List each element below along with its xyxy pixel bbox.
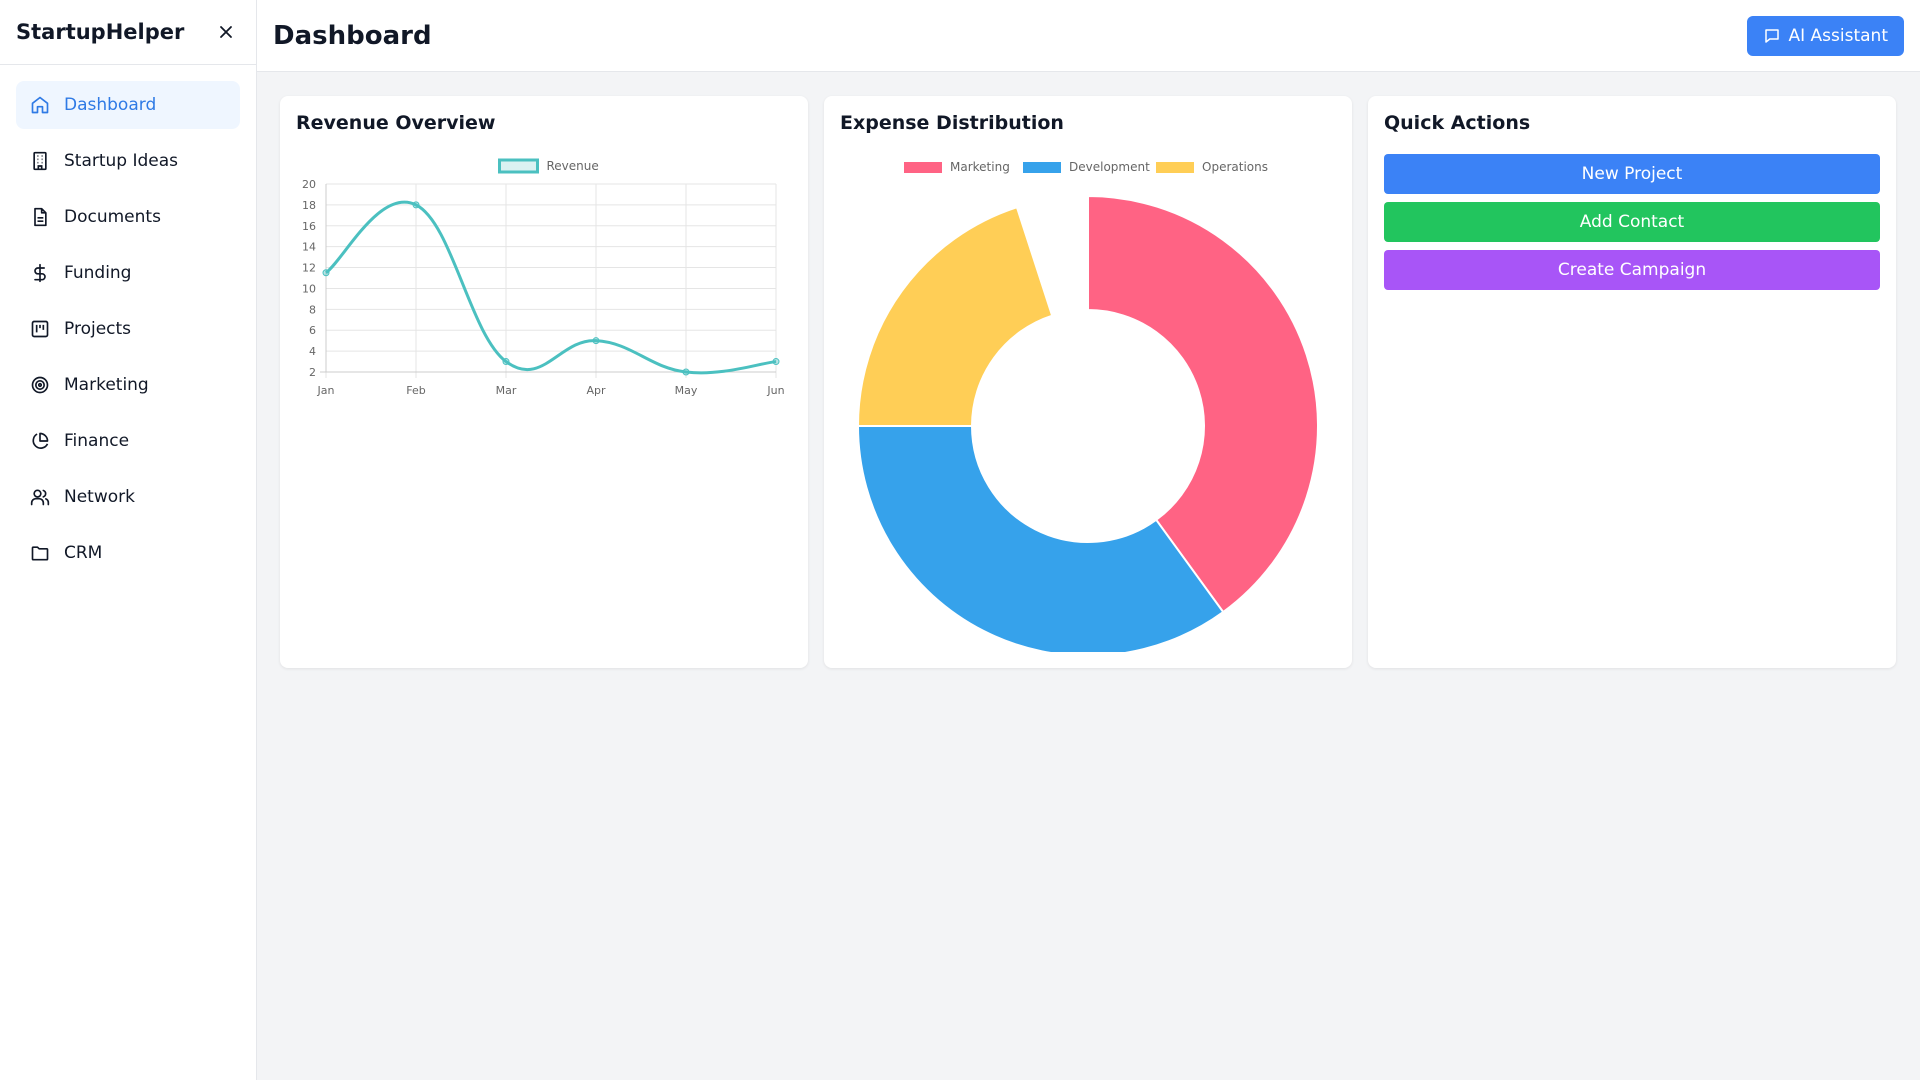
document-icon — [28, 205, 52, 229]
revenue-card-title: Revenue Overview — [296, 112, 496, 134]
sidebar-item-label: Dashboard — [64, 95, 157, 115]
brand-name: StartupHelper — [16, 20, 185, 44]
y-tick-label: 8 — [309, 303, 316, 316]
data-point — [412, 201, 420, 209]
x-tick-label: Mar — [496, 384, 517, 397]
legend-swatch-marketing — [904, 162, 942, 173]
x-tick-label: Jan — [317, 384, 335, 397]
y-tick-label: 18 — [302, 199, 316, 212]
y-tick-label: 20 — [302, 178, 316, 191]
dollar-icon — [28, 261, 52, 285]
pie-chart-icon — [28, 429, 52, 453]
sidebar-item-label: Marketing — [64, 375, 149, 395]
y-tick-label: 16 — [302, 220, 316, 233]
sidebar-item-label: Finance — [64, 431, 130, 451]
sidebar: StartupHelper Dashboard Startup Ideas Do… — [0, 0, 257, 1080]
legend-label-marketing: Marketing — [950, 160, 1010, 174]
page-title: Dashboard — [273, 20, 432, 51]
new-project-button[interactable]: New Project — [1384, 154, 1880, 194]
y-tick-label: 6 — [309, 324, 316, 337]
sidebar-item-label: Network — [64, 487, 135, 507]
sidebar-item-label: CRM — [64, 543, 103, 563]
create-campaign-button[interactable]: Create Campaign — [1384, 250, 1880, 290]
x-tick-label: Apr — [586, 384, 606, 397]
sidebar-item-label: Documents — [64, 207, 161, 227]
y-tick-label: 4 — [309, 345, 316, 358]
sidebar-item-crm[interactable]: CRM — [16, 529, 240, 577]
sidebar-item-dashboard[interactable]: Dashboard — [16, 81, 240, 129]
legend-label-revenue: Revenue — [547, 159, 599, 173]
data-point — [502, 358, 510, 366]
series-line-revenue — [325, 200, 777, 375]
users-icon — [28, 485, 52, 509]
data-point — [322, 269, 330, 277]
slice-marketing — [1087, 194, 1319, 614]
sidebar-item-label: Projects — [64, 319, 132, 339]
sidebar-item-projects[interactable]: Projects — [16, 305, 240, 353]
kanban-icon — [28, 317, 52, 341]
target-icon — [28, 373, 52, 397]
close-icon[interactable] — [212, 18, 240, 46]
quick-actions-card: Quick Actions New Project Add Contact Cr… — [1368, 96, 1896, 668]
chat-icon — [1764, 28, 1779, 43]
sidebar-item-finance[interactable]: Finance — [16, 417, 240, 465]
sidebar-item-label: Startup Ideas — [64, 151, 179, 171]
top-bar: Dashboard AI Assistant — [257, 0, 1920, 72]
home-icon — [28, 93, 52, 117]
data-point — [772, 358, 780, 366]
building-icon — [28, 149, 52, 173]
expense-donut-chart: Marketing Development Operations — [856, 160, 1319, 652]
slice-operations — [856, 205, 1054, 427]
sidebar-header: StartupHelper — [0, 0, 256, 65]
y-tick-label: 2 — [309, 366, 316, 379]
data-point — [682, 368, 690, 376]
legend-swatch-development — [1023, 162, 1061, 173]
data-point — [592, 337, 600, 345]
x-tick-label: May — [675, 384, 698, 397]
revenue-card: Revenue Overview Revenue 2 4 6 8 10 12 14 16 18 20… — [280, 96, 808, 668]
sidebar-item-label: Funding — [64, 263, 132, 283]
expense-card: Expense Distribution Marketing Developmen… — [824, 96, 1352, 668]
legend-swatch-revenue — [498, 158, 539, 174]
expense-card-title: Expense Distribution — [840, 112, 1064, 134]
x-tick-label: Feb — [406, 384, 425, 397]
revenue-line-chart: Revenue 2 4 6 8 10 12 14 16 18 20 Jan Feb Mar Apr May Ju… — [302, 158, 785, 397]
ai-assistant-label: AI Assistant — [1788, 25, 1889, 46]
sidebar-item-network[interactable]: Network — [16, 473, 240, 521]
y-tick-label: 14 — [302, 241, 316, 254]
sidebar-item-marketing[interactable]: Marketing — [16, 361, 240, 409]
sidebar-item-documents[interactable]: Documents — [16, 193, 240, 241]
quick-actions-title: Quick Actions — [1384, 112, 1531, 134]
legend-label-development: Development — [1069, 160, 1150, 174]
ai-assistant-button[interactable]: AI Assistant — [1746, 15, 1904, 56]
folder-icon — [28, 541, 52, 565]
sidebar-nav: Dashboard Startup Ideas Documents Fundin… — [0, 65, 256, 601]
y-tick-label: 12 — [302, 262, 316, 275]
y-tick-label: 10 — [302, 282, 316, 295]
add-contact-button[interactable]: Add Contact — [1384, 202, 1880, 242]
x-tick-label: Jun — [766, 384, 784, 397]
sidebar-item-funding[interactable]: Funding — [16, 249, 240, 297]
legend-label-operations: Operations — [1202, 160, 1268, 174]
sidebar-item-startup-ideas[interactable]: Startup Ideas — [16, 137, 240, 185]
legend-swatch-operations — [1156, 162, 1194, 173]
slice-development — [856, 425, 1225, 652]
